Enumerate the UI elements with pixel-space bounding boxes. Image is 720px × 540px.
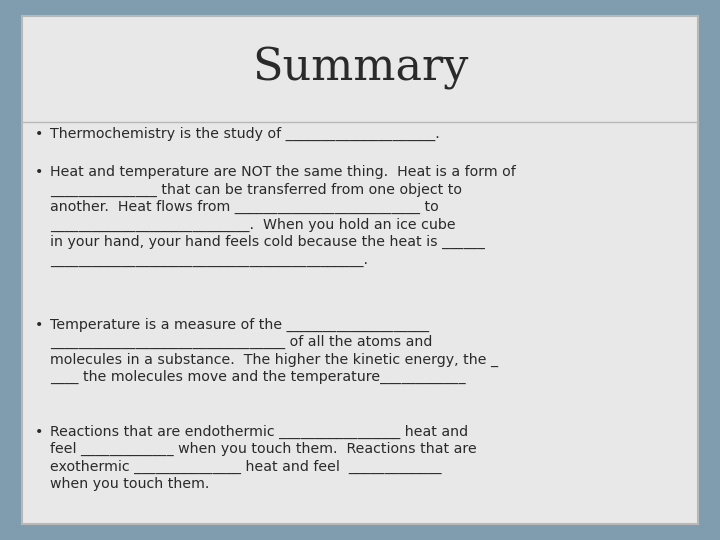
Text: Thermochemistry is the study of _____________________.: Thermochemistry is the study of ________…	[50, 127, 449, 141]
Text: Temperature is a measure of the ____________________
___________________________: Temperature is a measure of the ________…	[50, 318, 498, 384]
Text: •: •	[35, 424, 43, 438]
Text: Reactions that are endothermic _________________ heat and
feel _____________ whe: Reactions that are endothermic _________…	[50, 424, 477, 491]
Text: •: •	[35, 165, 43, 179]
Text: Heat and temperature are NOT the same thing.  Heat is a form of
_______________ : Heat and temperature are NOT the same th…	[50, 165, 516, 267]
Text: •: •	[35, 318, 43, 332]
Text: •: •	[35, 127, 43, 141]
Text: Summary: Summary	[252, 48, 468, 90]
